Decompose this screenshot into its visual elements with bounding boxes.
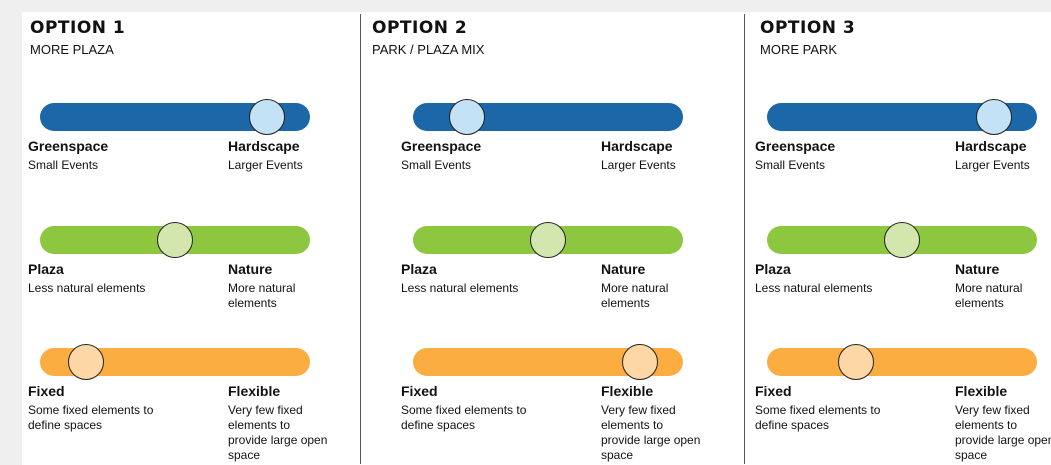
divider (360, 14, 361, 464)
slider-knob (67, 344, 104, 380)
divider (744, 14, 745, 464)
left-label: Fixed (401, 383, 438, 399)
background-strip (0, 0, 1051, 12)
left-label: Fixed (755, 383, 792, 399)
option-subtitle: MORE PLAZA (30, 42, 114, 57)
right-desc: More natural elements (228, 281, 296, 310)
left-label: Plaza (28, 261, 64, 277)
left-label: Greenspace (28, 138, 109, 154)
left-desc: Less natural elements (401, 281, 519, 295)
left-desc: Small Events (401, 158, 472, 172)
right-label: Hardscape (601, 138, 673, 154)
right-desc: Larger Events (955, 158, 1030, 172)
background-strip (0, 0, 22, 465)
option-title: OPTION 3 (760, 18, 856, 38)
left-label: Plaza (755, 261, 791, 277)
right-label: Hardscape (228, 138, 300, 154)
option-subtitle: MORE PARK (760, 42, 838, 57)
right-label: Nature (601, 261, 646, 277)
right-label: Flexible (601, 383, 654, 399)
slider-knob (530, 222, 566, 258)
left-label: Greenspace (401, 138, 482, 154)
right-label: Nature (955, 261, 1000, 277)
slider-track (767, 348, 1037, 376)
left-desc: Some fixed elements to define spaces (755, 403, 881, 432)
option-title: OPTION 2 (372, 18, 468, 38)
right-desc: More natural elements (955, 281, 1023, 310)
right-desc: Larger Events (228, 158, 303, 172)
right-label: Flexible (955, 383, 1008, 399)
right-label: Nature (228, 261, 273, 277)
slider-knob (157, 222, 193, 258)
option-subtitle: PARK / PLAZA MIX (372, 42, 485, 57)
left-desc: Small Events (755, 158, 826, 172)
right-desc: More natural elements (601, 281, 669, 310)
left-desc: Less natural elements (755, 281, 873, 295)
right-desc: Very few fixed elements to provide large… (955, 403, 1051, 462)
left-label: Plaza (401, 261, 437, 277)
left-label: Greenspace (755, 138, 836, 154)
right-desc: Very few fixed elements to provide large… (601, 403, 701, 462)
right-label: Flexible (228, 383, 281, 399)
left-desc: Less natural elements (28, 281, 146, 295)
slider-knob (449, 99, 485, 135)
slider-knob (621, 344, 658, 380)
slider-knob (838, 344, 875, 380)
left-desc: Some fixed elements to define spaces (28, 403, 154, 432)
slider-knob (248, 99, 285, 135)
left-label: Fixed (28, 383, 65, 399)
option-title: OPTION 1 (30, 18, 126, 38)
right-desc: Very few fixed elements to provide large… (228, 403, 328, 462)
right-label: Hardscape (955, 138, 1027, 154)
right-desc: Larger Events (601, 158, 676, 172)
left-desc: Small Events (28, 158, 99, 172)
slider-knob (884, 222, 920, 258)
left-desc: Some fixed elements to define spaces (401, 403, 527, 432)
slider-knob (975, 99, 1012, 135)
